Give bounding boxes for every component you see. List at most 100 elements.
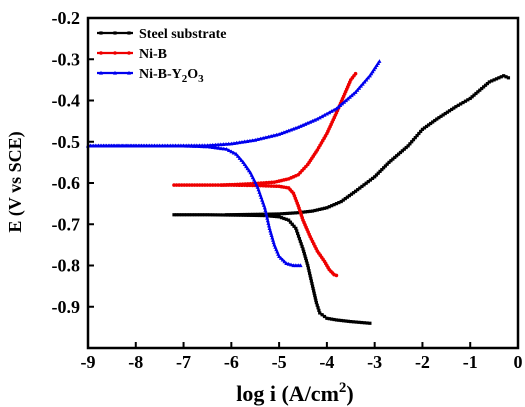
series-2-point [265,218,270,223]
series-0-point [452,106,456,110]
series-2-point [308,119,313,124]
series-2-point [119,143,124,148]
series-0-point [398,150,403,155]
series-2-point [242,162,247,167]
series-0-point [243,212,247,217]
series-0-point [296,234,301,238]
series-2-point [268,228,273,233]
series-0-point [478,88,482,92]
series-0-point [297,237,302,241]
legend-marker [127,70,131,75]
series-0-point [370,176,375,181]
series-1-point [219,183,224,187]
series-2-point [96,143,101,148]
y-tick-label: -0.8 [52,256,81,276]
series-2-point [189,143,194,148]
series-2-point [197,143,202,148]
series-0-point [485,81,490,86]
series-1-point [210,183,215,187]
series-2-point [114,143,119,148]
series-2-point [366,75,371,80]
series-2-point [91,143,96,148]
series-0-point [306,266,310,270]
series-0-point [389,159,393,163]
series-0-point [456,103,460,107]
series-0-anodic-line [226,74,509,216]
series-0-point [218,213,222,217]
series-2-point [132,143,137,148]
series-2-point [247,168,252,173]
series-2-point [315,116,320,121]
series-2-point [373,65,378,70]
series-0-point [277,215,281,219]
series-0-point [441,113,445,117]
series-2-point [147,143,152,148]
x-title-tail: ) [346,381,353,406]
series-0-point [284,217,288,221]
series-1-point [185,183,189,187]
series-2-point [340,101,345,106]
series-0-point [230,213,234,217]
series-0-point [315,208,319,212]
series-0-point [182,213,186,217]
series-2-point [129,143,134,148]
series-2-point [152,143,157,148]
series-0-point [291,211,295,215]
series-0-point [325,316,329,320]
series-0-point [304,259,309,263]
series-2-point [367,73,372,78]
series-0-point [349,320,353,324]
series-0-cathodic-line [174,213,370,325]
series-2-point [357,85,362,90]
series-0-point [378,169,382,173]
series-0-point [360,320,364,325]
series-0-point [349,192,354,196]
series-2-point [286,261,291,266]
series-0-point [461,100,465,105]
series-1-point [190,183,194,187]
series-1-point [222,183,227,187]
series-2-point [208,143,213,147]
series-1-point [174,183,179,187]
legend-label-part: Ni-B [139,47,167,62]
series-2-point [137,143,142,148]
series-0-point [320,207,324,211]
series-0-point [288,220,293,224]
series-0-point [487,80,491,84]
series-0-point [295,229,299,233]
series-2-point [88,143,93,148]
series-0-point [213,213,217,217]
x-title-main: log i (A/cm [236,381,339,406]
series-0-point [282,216,286,221]
series-0-point [310,281,314,286]
series-1-point [256,181,261,186]
series-0-point [272,212,276,216]
series-0-point [240,212,244,217]
series-0-point [339,199,343,204]
series-2-point [173,143,178,148]
series-2-point [370,69,375,74]
series-2-point [347,95,352,99]
series-0-point [313,296,317,300]
x-tick-label: -3 [367,352,382,372]
series-0-point [282,211,287,216]
series-0-point [279,216,284,220]
series-0-point [317,308,321,312]
series-0-point [447,109,452,113]
series-0-point [494,77,499,81]
series-1-point [269,180,274,185]
series-2-point [289,262,294,267]
series-0-point [313,208,317,213]
series-0-point [216,213,220,217]
legend-label: Steel substrate [139,27,227,42]
series-2-point [296,125,301,129]
series-0-point [346,319,350,323]
series-2-point [351,91,356,96]
series-0-point [459,102,463,106]
series-2-point [345,96,350,101]
series-0-point [285,211,289,216]
legend-label-part: O [187,67,198,82]
y-tick-label: -0.3 [52,49,81,69]
series-0-point [192,213,197,217]
series-2-point [139,143,144,148]
